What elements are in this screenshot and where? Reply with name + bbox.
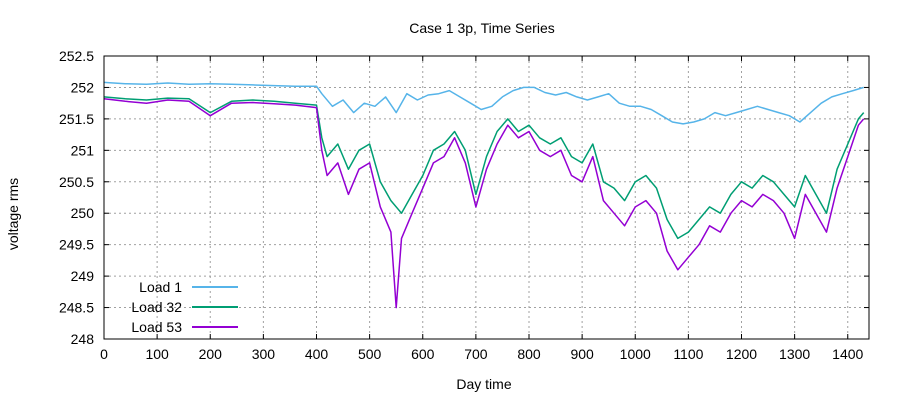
y-tick-label: 248 (71, 331, 95, 347)
x-tick-label: 800 (517, 346, 541, 362)
y-tick-label: 251.5 (59, 111, 94, 127)
x-tick-label: 1400 (832, 346, 863, 362)
y-tick-label: 252.5 (59, 48, 94, 64)
tick-labels: 0 100 200 300 400 500 600 700 800 900 1000 1100 1200… (59, 48, 864, 362)
axes (103, 55, 870, 340)
x-tick-label: 1100 (673, 346, 703, 362)
legend-label-2: Load 32 (131, 299, 182, 315)
x-tick-label: 1300 (779, 346, 810, 362)
x-tick-label: 300 (252, 346, 276, 362)
series-line-1 (103, 81, 864, 125)
series-line-2 (103, 96, 865, 240)
chart-title: Case 1 3p, Time Series (409, 20, 555, 36)
x-tick-label: 600 (411, 346, 435, 362)
y-tick-label: 250 (71, 205, 95, 221)
plot-frame (103, 55, 870, 340)
x-tick-label: 1000 (620, 346, 651, 362)
grid-lines (103, 55, 869, 340)
y-axis-title: voltage rms (5, 178, 21, 250)
x-tick-label: 200 (199, 346, 223, 362)
y-tick-label: 252 (71, 79, 95, 95)
x-tick-label: 0 (100, 346, 108, 362)
y-tick-label: 249.5 (59, 237, 94, 253)
x-tick-label: 900 (570, 346, 594, 362)
x-tick-label: 700 (464, 346, 488, 362)
series-layer (103, 81, 865, 309)
x-tick-label: 500 (358, 346, 382, 362)
y-tick-label: 249 (71, 268, 95, 284)
y-tick-label: 250.5 (59, 174, 94, 190)
y-tick-label: 248.5 (59, 300, 94, 316)
series-line-3 (103, 98, 865, 309)
x-axis-title: Day time (456, 376, 511, 392)
x-tick-label: 400 (305, 346, 329, 362)
legend-label-1: Load 1 (139, 279, 182, 295)
legend-label-3: Load 53 (131, 319, 182, 335)
x-tick-label: 1200 (726, 346, 757, 362)
x-tick-label: 100 (145, 346, 169, 362)
y-tick-label: 251 (71, 142, 95, 158)
legend: Load 1 Load 32 Load 53 (131, 279, 238, 335)
